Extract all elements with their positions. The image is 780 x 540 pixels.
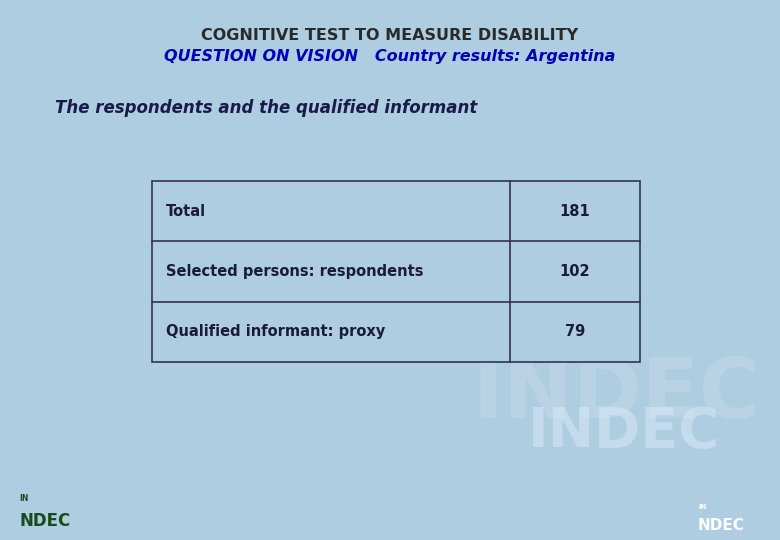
Text: Total: Total [166,204,206,219]
Text: INDEC: INDEC [472,354,760,435]
Text: NDEC: NDEC [698,518,745,534]
Text: 79: 79 [565,324,585,339]
Text: COGNITIVE TEST TO MEASURE DISABILITY: COGNITIVE TEST TO MEASURE DISABILITY [201,28,579,43]
Text: Selected persons: respondents: Selected persons: respondents [166,264,424,279]
Text: Qualified informant: proxy: Qualified informant: proxy [166,324,385,339]
Text: INDEC: INDEC [528,405,720,459]
Text: QUESTION ON VISION   Country results: Argentina: QUESTION ON VISION Country results: Arge… [165,49,615,64]
Text: IN: IN [20,494,29,503]
Bar [152,181,640,362]
Text: IN: IN [698,504,707,510]
Text: NDEC: NDEC [20,512,71,530]
Text: 102: 102 [560,264,590,279]
Text: 181: 181 [559,204,590,219]
Text: The respondents and the qualified informant: The respondents and the qualified inform… [55,99,477,117]
